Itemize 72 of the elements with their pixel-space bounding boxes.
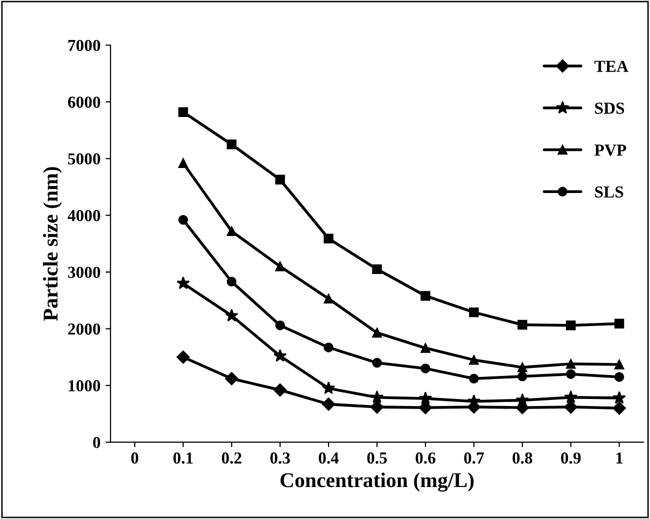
x-tick-label: 0.7 [464, 452, 484, 464]
point [614, 372, 624, 382]
point [178, 107, 188, 117]
point [612, 402, 626, 415]
legend-label: SLS [595, 186, 624, 198]
point [226, 140, 236, 150]
point [322, 381, 336, 394]
x-tick-label: 0.1 [173, 452, 193, 464]
point [324, 294, 334, 304]
y-axis-title: Particle size (nm) [42, 167, 62, 321]
point [226, 276, 236, 287]
point [275, 320, 285, 330]
point [566, 320, 576, 330]
point [420, 290, 430, 301]
point [176, 276, 190, 290]
point [516, 393, 530, 406]
point [418, 392, 432, 404]
y-tick-label: 3000 [68, 266, 100, 278]
point [518, 372, 528, 382]
point [518, 362, 528, 372]
x-tick-label: 0.3 [270, 452, 290, 464]
y-tick-label: 2000 [68, 323, 100, 335]
point [469, 355, 479, 365]
point [225, 372, 238, 386]
x-tick-label: 0.4 [318, 452, 339, 464]
point [322, 398, 336, 411]
x-tick-label: 0.9 [561, 452, 581, 464]
point [566, 369, 576, 379]
point [372, 358, 382, 368]
x-tick-label: 0.6 [416, 452, 436, 464]
x-tick-label: 0 [131, 452, 138, 464]
point [564, 400, 578, 414]
legend-label: TEA [594, 60, 628, 72]
x-tick-label: 0.2 [222, 452, 242, 464]
y-tick-label: 4000 [68, 210, 100, 222]
point [372, 328, 382, 338]
point [614, 360, 624, 370]
x-axis-title: Concentration (mg/L) [280, 472, 474, 492]
point [612, 391, 626, 404]
point [370, 400, 384, 414]
point [324, 234, 334, 244]
y-tick-label: 1000 [68, 380, 100, 392]
point [178, 214, 188, 225]
point [273, 349, 287, 362]
point [275, 174, 285, 184]
point [370, 390, 384, 404]
point [566, 359, 576, 369]
legend-label: PVP [594, 144, 626, 156]
point [469, 307, 479, 318]
point [324, 342, 334, 352]
x-tick-label: 0.5 [367, 452, 387, 464]
point [420, 343, 430, 353]
y-tick-label: 5000 [68, 153, 100, 165]
point [564, 390, 578, 404]
point [178, 158, 188, 168]
point [274, 383, 287, 397]
point [176, 350, 190, 364]
point [469, 374, 479, 384]
point [226, 226, 236, 236]
legend-label: SDS [595, 102, 624, 114]
point [372, 264, 382, 274]
point [224, 308, 238, 322]
point [418, 401, 432, 414]
x-tick-label: 0.8 [512, 452, 532, 464]
point [420, 364, 430, 374]
y-tick-label: 0 [93, 436, 100, 448]
point [275, 261, 285, 272]
y-tick-label: 7000 [68, 40, 100, 52]
x-tick-label: 1 [616, 452, 623, 464]
point [614, 318, 624, 329]
point [518, 320, 528, 330]
y-tick-label: 6000 [68, 96, 100, 108]
